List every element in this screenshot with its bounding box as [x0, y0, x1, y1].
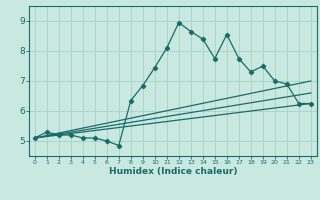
X-axis label: Humidex (Indice chaleur): Humidex (Indice chaleur): [108, 167, 237, 176]
